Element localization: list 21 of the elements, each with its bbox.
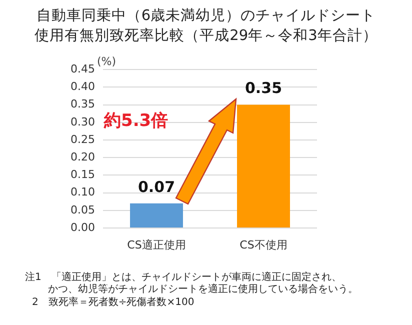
x-tick-label: CS適正使用 [127, 238, 186, 252]
chart-title: 自動車同乗中（6歳未満幼児）のチャイルドシート [36, 8, 376, 24]
chart-subtitle: 使用有無別致死率比較（平成29年～令和3年合計） [34, 28, 378, 44]
y-tick-label: 0.45 [70, 62, 95, 76]
x-tick-label: CS不使用 [240, 238, 288, 252]
data-label: 0.07 [138, 178, 176, 196]
annotation: 約5.3倍 [104, 110, 168, 132]
y-tick-label: 0.25 [70, 132, 95, 146]
y-tick-label: 0.35 [70, 98, 95, 111]
y-tick-label: 0.10 [70, 186, 95, 199]
y-axis-title: (%) [97, 54, 116, 68]
text: かつ、幼児等がチャイルドシートを適正に使用している場合をいう。 [48, 282, 358, 296]
y-tick-label: 0.30 [70, 115, 95, 128]
text: 注1 「適正使用」とは、チャイルドシートが車両に適正に固定され、 [25, 270, 342, 284]
text: 2 致死率＝死者数÷死傷者数×100 [32, 296, 194, 309]
y-tick-label: 0.05 [70, 203, 95, 216]
data-label: 0.35 [244, 79, 282, 98]
y-tick-label: 0.20 [70, 150, 95, 164]
y-tick-label: 0.15 [70, 168, 95, 182]
y-tick-label: 0.40 [70, 80, 95, 94]
y-tick-label: 0.00 [70, 220, 95, 234]
